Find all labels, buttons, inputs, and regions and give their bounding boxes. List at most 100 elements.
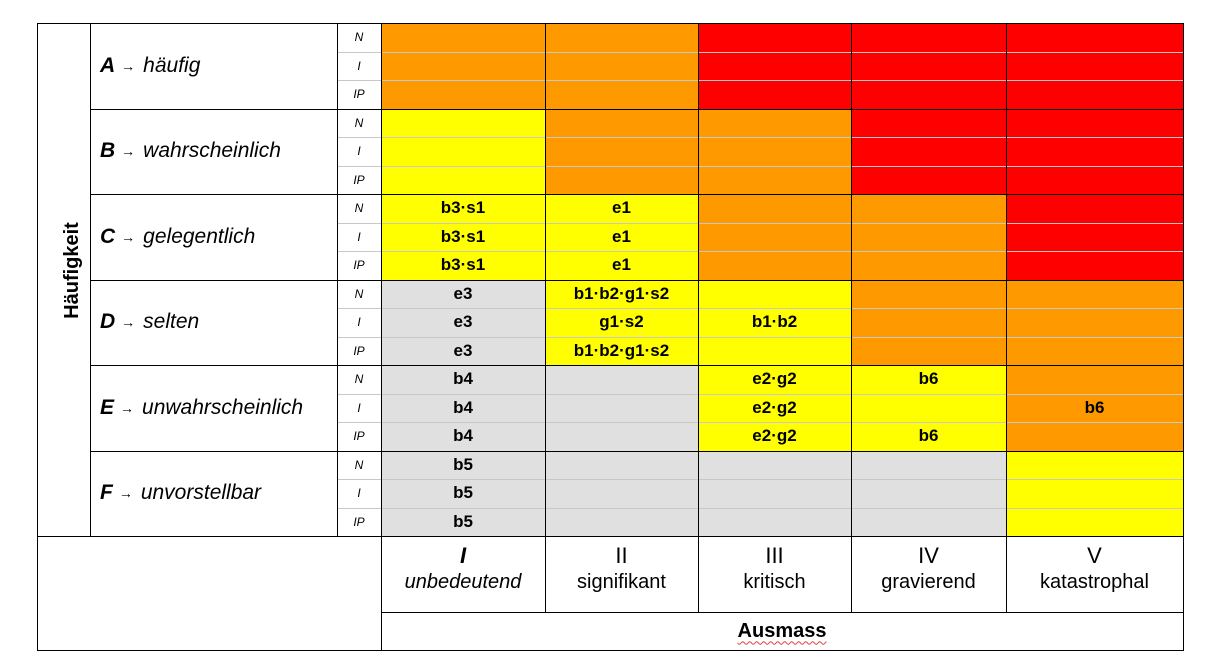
matrix-code	[545, 422, 698, 451]
subrow-gridline	[381, 80, 1183, 81]
severity-numeral: V	[1087, 543, 1102, 568]
matrix-code	[698, 23, 851, 52]
matrix-code	[698, 52, 851, 81]
subrow-label: IP	[353, 172, 365, 187]
divider	[90, 280, 1183, 281]
severity-numeral: II	[615, 543, 628, 568]
matrix-cell	[698, 279, 851, 365]
matrix-cell	[1006, 23, 1183, 109]
frequency-word: gelegentlich	[143, 224, 256, 248]
matrix-code: e3	[453, 283, 473, 303]
matrix-code	[545, 451, 698, 480]
subrow-label: N	[354, 372, 364, 387]
arrow-icon: →	[118, 485, 133, 502]
matrix-code	[851, 52, 1006, 81]
matrix-cell	[851, 365, 1006, 451]
matrix-code: b1·b2·g1·s2	[573, 283, 670, 303]
divider	[381, 23, 382, 650]
severity-numeral: III	[765, 543, 784, 568]
matrix-code	[1006, 508, 1183, 537]
frequency-letter: C	[100, 224, 116, 248]
matrix-code: b1·b2·g1·s2	[573, 340, 670, 360]
subrow-gridline	[337, 80, 381, 81]
subrow-gridline	[337, 308, 381, 309]
matrix-code: b1·b2	[751, 312, 798, 332]
matrix-code	[545, 394, 698, 423]
matrix-cell	[851, 194, 1006, 280]
frequency-row-label: D → selten	[100, 280, 337, 366]
subrow-gridline	[337, 137, 381, 138]
matrix-code	[381, 137, 545, 166]
matrix-code: e2·g2	[752, 426, 797, 446]
frequency-word: häufig	[143, 53, 201, 77]
frequency-row-label: F → unvorstellbar	[100, 451, 337, 537]
matrix-cell	[1006, 365, 1183, 451]
frequency-row-label: C → gelegentlich	[100, 194, 337, 280]
matrix-code: b5	[453, 454, 473, 474]
matrix-cell	[851, 450, 1006, 536]
subrow-label: I	[357, 58, 361, 73]
frequency-letter: F	[100, 481, 113, 505]
severity-label: unbedeutend	[404, 571, 522, 593]
matrix-code	[698, 337, 851, 366]
table-border-left	[37, 23, 38, 650]
subrow-label: N	[354, 457, 364, 472]
matrix-code	[851, 194, 1006, 223]
frequency-row-label: E → unwahrscheinlich	[100, 365, 337, 451]
subrow-label: N	[354, 201, 364, 216]
matrix-cell	[381, 23, 545, 109]
matrix-code	[545, 508, 698, 537]
table-border-top	[37, 23, 1183, 24]
frequency-letter: B	[100, 139, 116, 163]
matrix-code: b6	[1084, 397, 1105, 417]
matrix-code	[545, 109, 698, 138]
divider	[90, 194, 1183, 195]
subrow-label: N	[354, 286, 364, 301]
matrix-code: e1	[612, 226, 631, 246]
matrix-code: e3	[453, 340, 473, 360]
subrow-label: N	[354, 115, 364, 130]
matrix-code	[1006, 80, 1183, 109]
matrix-code	[1006, 280, 1183, 309]
matrix-code	[851, 508, 1006, 537]
subrow-label: N	[354, 30, 364, 45]
matrix-code	[545, 80, 698, 109]
matrix-code: b3·s1	[440, 226, 486, 246]
divider	[545, 23, 546, 612]
frequency-word: unwahrscheinlich	[142, 395, 304, 419]
matrix-code: b4	[453, 397, 473, 417]
matrix-code	[1006, 166, 1183, 195]
subrow-label: IP	[353, 87, 365, 102]
matrix-code: e3	[453, 312, 473, 332]
subrow-label: I	[357, 144, 361, 159]
matrix-code	[698, 109, 851, 138]
matrix-cell	[381, 279, 545, 365]
severity-axis-label: Ausmass	[737, 619, 827, 642]
subrow-gridline	[337, 166, 381, 167]
frequency-word: unvorstellbar	[140, 481, 262, 505]
matrix-cell	[698, 23, 851, 109]
severity-numeral: I	[459, 543, 467, 568]
matrix-code	[851, 479, 1006, 508]
matrix-cell	[545, 194, 698, 280]
arrow-icon: →	[121, 228, 136, 245]
matrix-code	[698, 137, 851, 166]
matrix-code	[698, 280, 851, 309]
arrow-icon: →	[121, 57, 136, 74]
matrix-cell	[851, 108, 1006, 194]
severity-label: gravierend	[881, 571, 976, 593]
matrix-code	[1006, 451, 1183, 480]
subrow-gridline	[381, 308, 1183, 309]
subrow-gridline	[337, 394, 381, 395]
matrix-code	[851, 451, 1006, 480]
matrix-code	[381, 109, 545, 138]
matrix-code: e1	[612, 255, 631, 275]
matrix-cell	[851, 279, 1006, 365]
matrix-code: b3·s1	[440, 255, 486, 275]
subrow-gridline	[381, 52, 1183, 53]
matrix-code	[545, 365, 698, 394]
severity-numeral: IV	[918, 543, 939, 568]
matrix-code	[1006, 479, 1183, 508]
subrow-gridline	[337, 422, 381, 423]
